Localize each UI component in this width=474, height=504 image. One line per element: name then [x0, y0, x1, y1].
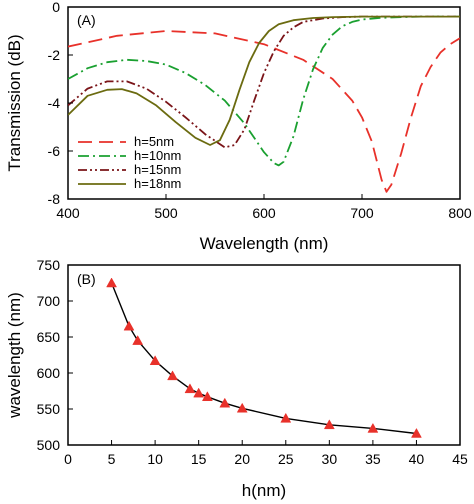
a-x-tick-label: 700 — [350, 205, 374, 221]
b-y-tick-label: 700 — [37, 293, 61, 309]
b-x-tick-label: 10 — [147, 451, 163, 467]
a-y-tick-label: -6 — [48, 143, 61, 159]
panel-b-chart: 0 5 10 15 20 25 30 35 40 45 500 550 600 650 700 750 (B… — [5, 257, 468, 500]
data-point-marker — [184, 383, 196, 394]
legend-entry-label: h=15nm — [134, 162, 181, 177]
series-line-h-10nm — [68, 15, 460, 167]
fit-line — [110, 282, 417, 435]
a-y-tick-label: 0 — [52, 0, 60, 15]
a-y-tick-label: -4 — [48, 95, 61, 111]
legend-entry-label: h=5nm — [134, 134, 174, 149]
data-point-marker — [280, 412, 292, 423]
b-x-tick-label: 15 — [191, 451, 207, 467]
legend-entry-label: h=10nm — [134, 148, 181, 163]
data-point-marker — [201, 391, 213, 402]
b-x-tick-label: 20 — [234, 451, 250, 467]
b-y-tick-label: 500 — [37, 437, 61, 453]
a-x-tick-label: 500 — [154, 205, 178, 221]
data-point-marker — [106, 277, 117, 288]
data-point-marker — [411, 427, 422, 438]
data-point-marker — [167, 370, 178, 381]
data-point-marker — [323, 419, 335, 430]
b-x-tick-label: 5 — [108, 451, 116, 467]
data-point-marker — [219, 397, 231, 408]
legend-entry-label: h=18nm — [134, 176, 181, 191]
b-x-tick-label: 25 — [278, 451, 294, 467]
a-x-tick-label: 600 — [252, 205, 276, 221]
b-y-tick-label: 550 — [37, 401, 61, 417]
data-point-marker — [367, 422, 379, 433]
data-point-marker — [193, 387, 205, 398]
b-x-tick-label: 40 — [409, 451, 425, 467]
panel-b-label: (B) — [77, 271, 96, 287]
a-y-tick-label: -2 — [48, 47, 61, 63]
panel-a-y-axis-label: Transmission (dB) — [5, 34, 24, 171]
panel-a-x-axis-label: Wavelength (nm) — [200, 234, 329, 253]
b-x-tick-label: 30 — [322, 451, 338, 467]
b-x-tick-label: 0 — [64, 451, 72, 467]
data-point-marker — [123, 320, 135, 331]
panel-a-chart: 400 500 600 700 800 0 -2 -4 -6 -8 (A) Wavelength… — [5, 0, 472, 253]
b-y-tick-label: 600 — [37, 365, 61, 381]
b-x-tick-label: 45 — [452, 451, 468, 467]
panel-b-plot-frame — [67, 264, 461, 446]
a-x-tick-label: 800 — [448, 205, 472, 221]
a-x-tick-label: 400 — [56, 205, 80, 221]
series-line-h-18nm — [68, 15, 460, 146]
a-y-tick-label: -8 — [48, 191, 61, 207]
b-y-tick-label: 750 — [37, 257, 61, 273]
series-line-h-5nm — [68, 30, 460, 193]
panel-b-x-axis-label: h(nm) — [242, 481, 286, 500]
b-y-tick-label: 650 — [37, 329, 61, 345]
b-x-tick-label: 35 — [365, 451, 381, 467]
data-point-marker — [132, 335, 144, 345]
data-point-marker — [236, 402, 248, 413]
panel-a-label: (A) — [77, 12, 96, 28]
panel-b-y-axis-label: wavelength (nm) — [5, 292, 24, 419]
data-point-marker — [149, 355, 161, 366]
